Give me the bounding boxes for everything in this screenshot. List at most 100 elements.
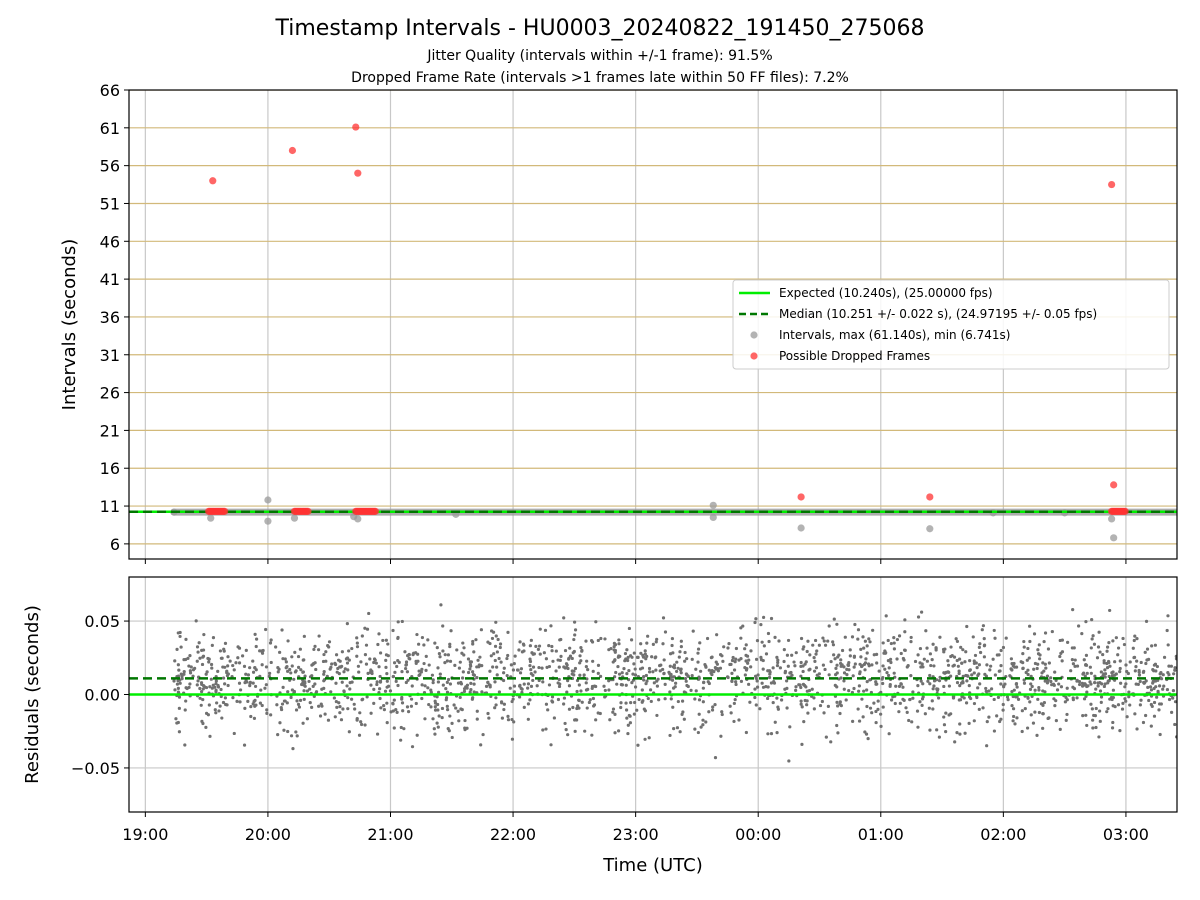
residual-point (1036, 648, 1040, 652)
residual-point (396, 620, 400, 624)
residual-point (726, 646, 730, 650)
residual-point (682, 690, 686, 694)
residual-point (496, 637, 500, 642)
residual-point (1023, 707, 1027, 711)
residual-point (573, 666, 578, 671)
residual-point (237, 661, 242, 665)
residual-point (450, 735, 454, 740)
residual-point (901, 685, 905, 689)
residual-point (1110, 726, 1115, 730)
residual-point (1099, 700, 1103, 705)
residual-point (479, 743, 483, 747)
residual-point (720, 712, 724, 717)
residual-point (286, 729, 290, 734)
residual-point (393, 670, 397, 674)
residual-point (626, 655, 630, 659)
residual-point (226, 664, 230, 668)
residual-point (556, 658, 560, 662)
residual-point (646, 634, 650, 638)
residual-point (1014, 682, 1018, 686)
residual-point (701, 686, 705, 690)
residual-point (505, 656, 509, 661)
residual-point (448, 644, 452, 649)
residual-point (1070, 658, 1074, 662)
residual-point (693, 697, 697, 701)
y-tick-label: 36 (100, 308, 120, 327)
residual-point (1105, 710, 1109, 714)
residual-point (281, 685, 285, 689)
residual-point (254, 637, 259, 641)
residual-point (918, 646, 923, 651)
residual-point (756, 673, 760, 677)
residual-point (1072, 646, 1076, 650)
residual-point (448, 714, 452, 718)
residual-point (254, 644, 258, 649)
residual-point (246, 673, 251, 677)
residual-point (1133, 669, 1137, 673)
residual-point (475, 709, 479, 713)
residual-point (599, 636, 603, 641)
residual-point (205, 670, 209, 674)
residual-point (1171, 696, 1175, 700)
residual-point (637, 697, 641, 702)
residual-point (1144, 661, 1148, 666)
residual-point (253, 684, 258, 689)
residual-point (547, 644, 551, 648)
residual-point (815, 649, 819, 653)
residual-point (955, 658, 959, 663)
residual-point (989, 664, 993, 668)
residual-point (697, 676, 701, 680)
residual-point (323, 712, 327, 716)
residual-point (341, 707, 345, 711)
residual-point (1138, 679, 1142, 684)
residual-point (865, 651, 869, 655)
residual-point (1098, 709, 1102, 713)
residual-point (342, 670, 346, 674)
residual-point (231, 695, 235, 700)
residual-point (730, 658, 735, 663)
residual-point (1084, 620, 1088, 624)
residual-point (1026, 672, 1030, 677)
residual-point (572, 649, 576, 654)
residual-point (395, 710, 399, 714)
residual-point (1161, 673, 1165, 677)
residual-point (488, 669, 492, 673)
residual-point (486, 640, 490, 644)
residual-point (301, 721, 305, 725)
residual-point (228, 659, 232, 663)
residual-point (321, 659, 326, 664)
residual-point (1135, 727, 1139, 731)
residual-point (1167, 664, 1171, 668)
residual-point (176, 663, 180, 667)
residual-point (1011, 694, 1015, 699)
residual-point (188, 671, 193, 675)
residual-point (661, 616, 666, 620)
residual-point (463, 728, 467, 732)
residual-point (436, 708, 440, 712)
residual-point (188, 682, 192, 686)
residual-point (753, 687, 757, 691)
residual-point (557, 665, 561, 669)
residual-point (382, 704, 386, 708)
residual-point (857, 689, 861, 693)
residual-point (367, 611, 371, 616)
residual-point (208, 685, 212, 689)
residual-point (632, 651, 636, 655)
chart-title: Timestamp Intervals - HU0003_20240822_19… (275, 16, 925, 41)
residual-point (207, 660, 211, 664)
residual-point (324, 659, 328, 663)
residual-point (415, 733, 419, 737)
residual-point (779, 698, 784, 702)
residual-point (432, 727, 436, 731)
residual-point (928, 652, 932, 656)
residual-point (829, 740, 833, 744)
residual-point (184, 637, 188, 641)
residual-point (1161, 687, 1165, 691)
residual-point (1095, 656, 1100, 660)
residual-point (629, 638, 634, 642)
residual-point (297, 705, 302, 709)
residual-point (335, 705, 339, 709)
residual-point (903, 630, 907, 634)
residual-point (219, 687, 223, 692)
residual-point (424, 668, 428, 672)
